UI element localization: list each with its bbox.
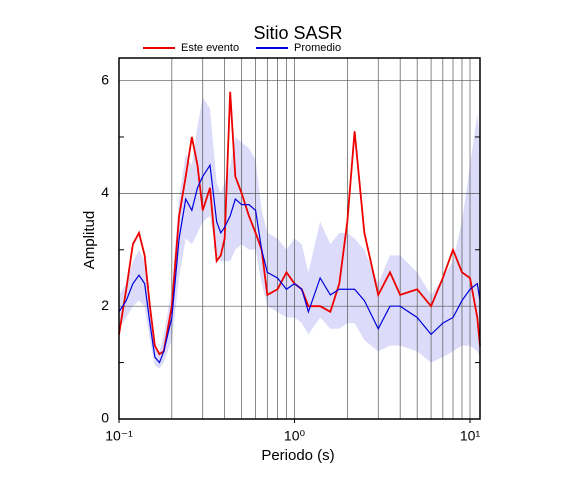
x-tick-label: 10⁻¹ xyxy=(105,428,133,444)
legend-label: Promedio xyxy=(294,42,341,54)
y-tick-label: 0 xyxy=(101,410,109,426)
x-tick-label: 10⁰ xyxy=(284,428,306,444)
legend-label: Este evento xyxy=(181,42,239,54)
chart-title: Sitio SASR xyxy=(253,23,342,43)
std-band xyxy=(119,97,480,369)
plot-frame xyxy=(118,57,481,420)
y-tick-label: 6 xyxy=(101,71,109,87)
y-tick-label: 2 xyxy=(101,297,109,313)
x-axis-label: Periodo (s) xyxy=(261,447,334,464)
x-tick-label: 10¹ xyxy=(460,428,481,444)
series-line xyxy=(118,163,481,364)
y-tick-label: 4 xyxy=(101,184,109,200)
y-axis-label: Amplitud xyxy=(81,211,98,269)
